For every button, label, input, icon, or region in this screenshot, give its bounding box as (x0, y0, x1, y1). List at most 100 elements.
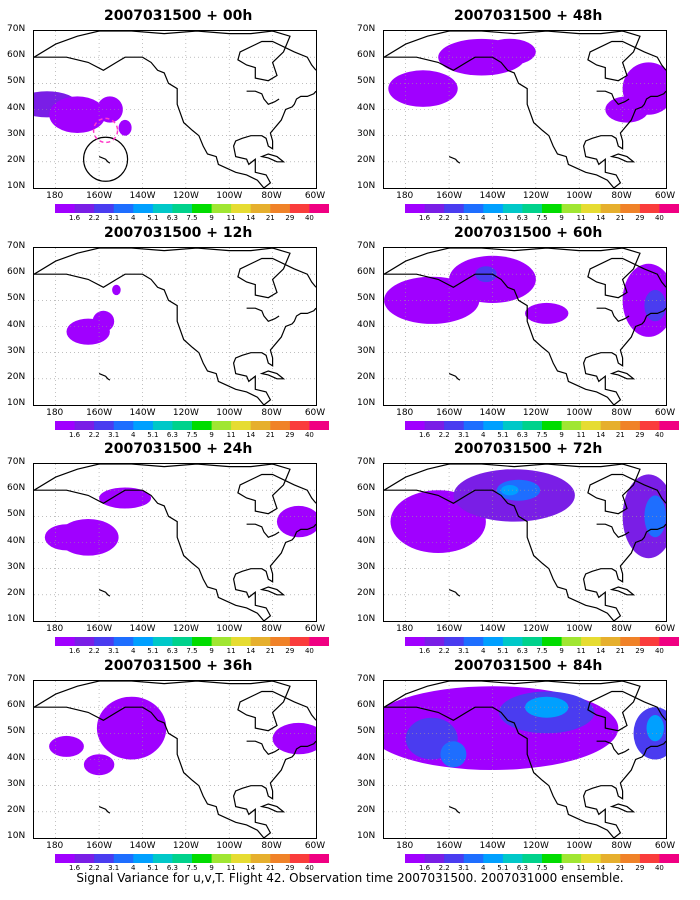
lat-tick-label: 40N (357, 102, 376, 113)
colorbar-swatch (444, 854, 465, 863)
coastline (98, 373, 111, 381)
variance-contour (96, 696, 167, 760)
coastline (384, 464, 666, 515)
colorbar-swatch (250, 637, 271, 646)
colorbar-label: 3.1 (458, 431, 470, 439)
colorbar-label: 7.5 (536, 864, 548, 872)
lat-tick-label: 40N (357, 319, 376, 330)
map-area (33, 463, 317, 622)
colorbar-swatch (113, 421, 134, 430)
lat-tick-label: 20N (7, 804, 26, 815)
lon-tick-label: 120W (522, 408, 549, 418)
colorbar-swatch (192, 854, 213, 863)
lat-tick-label: 20N (7, 154, 26, 165)
colorbar-label: 7.5 (186, 214, 198, 222)
lon-tick-label: 60W (304, 408, 326, 418)
lon-tick-label: 140W (129, 841, 156, 851)
lat-tick-label: 20N (7, 587, 26, 598)
map-svg (34, 681, 316, 838)
colorbar-swatch (309, 637, 329, 646)
colorbar-swatch (522, 637, 543, 646)
lon-tick-label: 140W (479, 191, 506, 201)
variance-contour (118, 119, 132, 136)
map-svg (384, 31, 666, 188)
lon-tick-label: 160W (86, 408, 113, 418)
colorbar-label: 29 (285, 431, 295, 439)
colorbar-label: 4 (481, 214, 486, 222)
coastline (34, 56, 265, 188)
lon-tick-label: 60W (304, 841, 326, 851)
colorbar-swatch (133, 854, 154, 863)
lat-tick-label: 60N (7, 50, 26, 61)
variance-contour (525, 302, 569, 324)
colorbar-swatch (55, 637, 76, 646)
lon-tick-label: 160W (86, 841, 113, 851)
colorbar-swatch (620, 204, 641, 213)
colorbar-swatch (483, 854, 504, 863)
lon-tick-label: 60W (654, 191, 676, 201)
colorbar-swatch (250, 421, 271, 430)
coastline (246, 90, 280, 106)
colorbar-label: 14 (596, 864, 606, 872)
colorbar-label: 9 (209, 647, 214, 655)
lat-tick-label: 10N (357, 398, 376, 408)
coastline (582, 740, 666, 838)
coastline (384, 56, 615, 188)
coastline (384, 31, 666, 82)
colorbar-label: 11 (576, 864, 586, 872)
coastline (259, 153, 286, 163)
colorbar-swatch (152, 421, 173, 430)
panel-title: 2007031500 + 36h (104, 658, 253, 674)
lat-tick-label: 20N (357, 587, 376, 598)
colorbar-swatch (231, 204, 252, 213)
colorbar-swatch (483, 204, 504, 213)
colorbar-label: 4 (131, 214, 136, 222)
colorbar-label: 40 (654, 431, 664, 439)
colorbar-swatch (74, 854, 95, 863)
colorbar-swatch (231, 854, 252, 863)
colorbar-swatch (289, 637, 310, 646)
coastline (259, 586, 286, 596)
colorbar-label: 4 (481, 864, 486, 872)
coastline (609, 370, 636, 380)
colorbar-label: 21 (265, 214, 275, 222)
panel-title: 2007031500 + 84h (454, 658, 603, 674)
colorbar-swatch (659, 854, 679, 863)
coastline (384, 248, 666, 299)
variance-contour (99, 487, 152, 509)
lon-tick-label: 100W (566, 408, 593, 418)
colorbar-label: 29 (285, 864, 295, 872)
lat-tick-label: 10N (357, 831, 376, 841)
colorbar-label: 3.1 (108, 647, 120, 655)
lon-tick-label: 100W (566, 841, 593, 851)
colorbar-swatch (444, 204, 465, 213)
colorbar-label: 5.1 (147, 214, 159, 222)
lat-tick-label: 20N (357, 371, 376, 382)
colorbar-swatch (309, 204, 329, 213)
colorbar-swatch (192, 637, 213, 646)
panel-title: 2007031500 + 12h (104, 225, 253, 241)
colorbar-label: 5.1 (147, 431, 159, 439)
panel-title: 2007031500 + 48h (454, 8, 603, 24)
colorbar-label: 5.1 (147, 864, 159, 872)
colorbar-swatch (113, 854, 134, 863)
colorbar-label: 6.3 (166, 431, 178, 439)
colorbar-swatch (289, 421, 310, 430)
coastline (34, 273, 265, 405)
colorbar-label: 5.1 (497, 214, 509, 222)
lat-tick-label: 10N (357, 181, 376, 191)
lat-tick-label: 20N (357, 154, 376, 165)
colorbar-label: 21 (615, 864, 625, 872)
colorbar-swatch (424, 204, 445, 213)
coastline (232, 523, 316, 621)
variance-contour (49, 735, 84, 757)
lon-tick-label: 180 (396, 191, 414, 201)
variance-contour (388, 70, 458, 107)
figure-caption: Signal Variance for u,v,T. Flight 42. Ob… (76, 871, 624, 885)
colorbar-swatch (659, 204, 679, 213)
lon-tick-label: 180 (46, 841, 64, 851)
colorbar-label: 1.6 (418, 214, 431, 222)
lat-tick-label: 70N (357, 241, 376, 251)
lon-tick-label: 80W (611, 408, 632, 418)
colorbar-swatch (424, 637, 445, 646)
